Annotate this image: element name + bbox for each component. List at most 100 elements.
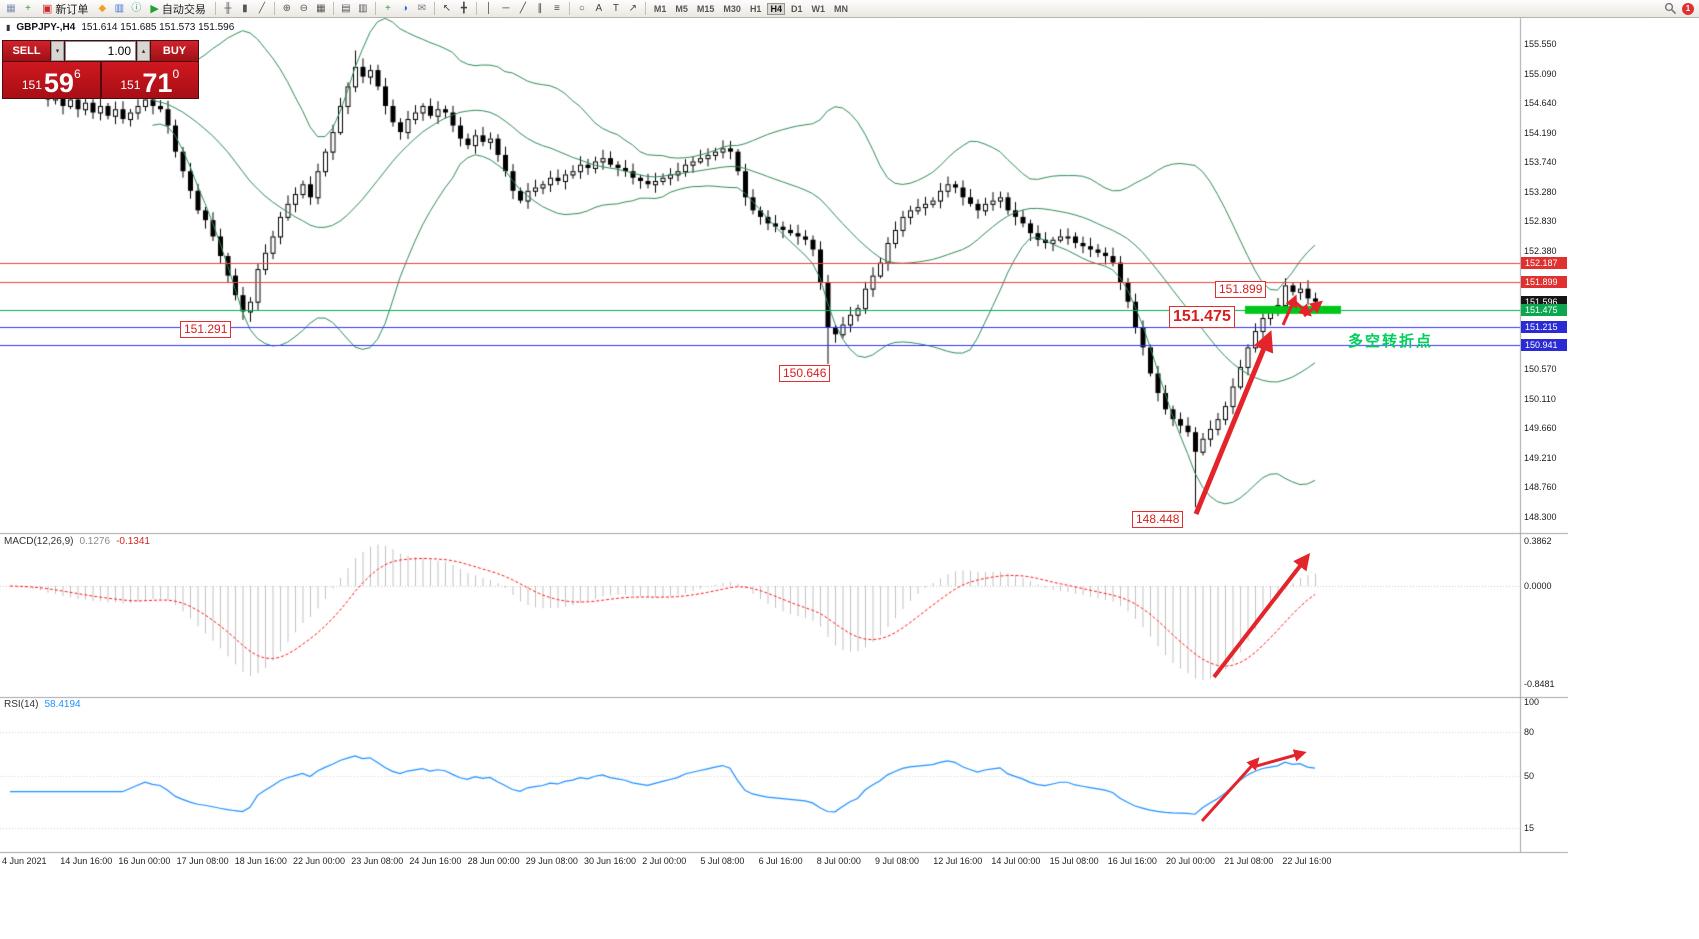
- time-axis-label: 4 Jun 2021: [2, 856, 47, 866]
- price-annotation-label[interactable]: 151.475: [1169, 306, 1235, 328]
- price-scale-tick: 154.190: [1524, 127, 1557, 138]
- timeframe-m1[interactable]: M1: [653, 3, 667, 14]
- sell-button[interactable]: SELL: [3, 41, 50, 61]
- chart-symbol-label: GBPJPY-,H4: [16, 22, 76, 33]
- autotrading-button[interactable]: ▶ 自动交易: [145, 1, 210, 16]
- time-axis-label: 18 Jun 16:00: [234, 856, 287, 866]
- timeframe-mn[interactable]: MN: [833, 3, 848, 14]
- buy-button[interactable]: BUY: [151, 41, 198, 61]
- price-scale-tick: 150.110: [1524, 393, 1556, 404]
- text-icon[interactable]: A: [595, 3, 603, 14]
- arrange-desc-icon[interactable]: ▤: [341, 3, 351, 14]
- trade-panel-controls: SELL ▾ ▴ BUY: [3, 41, 198, 61]
- notification-badge[interactable]: 1: [1682, 2, 1694, 15]
- price-annotation-label[interactable]: 151.291: [180, 321, 232, 338]
- turning-point-note[interactable]: 多空转折点: [1348, 333, 1434, 350]
- macd-label: MACD(12,26,9) 0.1276 -0.1341: [4, 536, 150, 547]
- fibonacci-icon[interactable]: ≡: [553, 3, 560, 14]
- timeframe-m5[interactable]: M5: [675, 3, 688, 14]
- zoom-out-icon[interactable]: ⊖: [299, 3, 309, 14]
- volume-input[interactable]: [65, 41, 136, 61]
- arrows-tool-icon[interactable]: ↗: [628, 3, 638, 14]
- timeframe-w1[interactable]: W1: [811, 3, 825, 14]
- trendline-icon[interactable]: ╱: [519, 3, 526, 14]
- toolbar-separator: [374, 2, 376, 15]
- zoom-in-icon[interactable]: ⊕: [282, 3, 292, 14]
- rsi-value: 58.4194: [44, 699, 81, 710]
- time-axis-label: 17 Jun 08:00: [176, 856, 229, 866]
- bar-chart-icon[interactable]: ╫: [224, 3, 232, 14]
- channel-icon[interactable]: ∥: [537, 3, 543, 14]
- timeframe-d1[interactable]: D1: [790, 3, 803, 14]
- market-watch-icon[interactable]: ▥: [114, 3, 125, 14]
- timeframe-m15[interactable]: M15: [696, 3, 715, 14]
- price-annotation-label[interactable]: 148.448: [1132, 511, 1184, 528]
- bid-prefix: 151: [21, 78, 42, 92]
- mql5-icon[interactable]: ◆: [98, 3, 107, 14]
- ask-prefix: 151: [120, 78, 141, 92]
- new-order-button-icon: ▣: [42, 3, 53, 15]
- period-icon[interactable]: ◑: [401, 3, 408, 14]
- timeframe-m30[interactable]: M30: [723, 3, 741, 14]
- mail-icon[interactable]: ✉: [417, 3, 427, 14]
- horizontal-line-icon[interactable]: ─: [502, 3, 510, 14]
- ask-main: 71: [142, 67, 173, 98]
- time-axis-label: 5 Jul 08:00: [700, 856, 745, 866]
- macd-value: 0.1276: [79, 536, 111, 547]
- new-chart-icon[interactable]: +: [25, 3, 31, 14]
- vertical-line-icon[interactable]: │: [485, 3, 492, 14]
- time-axis-label: 14 Jun 16:00: [60, 856, 113, 866]
- price-scale-tick: 155.090: [1524, 69, 1557, 79]
- cursor-icon[interactable]: ↖: [442, 3, 452, 14]
- volume-increase-button[interactable]: ▴: [137, 41, 150, 61]
- search-icon[interactable]: [1664, 2, 1677, 15]
- line-chart-icon[interactable]: ╱: [258, 3, 265, 14]
- volume-decrease-button[interactable]: ▾: [51, 41, 64, 61]
- crosshair-icon[interactable]: ╋: [460, 3, 467, 14]
- price-scale-tick: 149.660: [1524, 423, 1557, 434]
- time-axis-label: 2 Jul 00:00: [642, 856, 687, 866]
- price-scale-tick: 148.300: [1524, 512, 1557, 522]
- add-indicator-icon[interactable]: +: [384, 3, 391, 14]
- toolbar-separator: [332, 2, 334, 15]
- arrange-asc-icon[interactable]: ▥: [358, 3, 368, 14]
- price-scale-tick: 152.380: [1524, 245, 1557, 256]
- text-label-icon[interactable]: T: [612, 3, 619, 14]
- autotrading-button-label: 自动交易: [161, 3, 206, 16]
- price-badge: 151.899: [1521, 276, 1567, 289]
- data-window-icon[interactable]: ⓘ: [131, 3, 142, 14]
- chart-window-icon[interactable]: ▦: [6, 3, 16, 14]
- candlestick-chart-icon[interactable]: ▮: [242, 3, 248, 14]
- rsi-scale-tick: 100: [1524, 697, 1540, 707]
- price-scale-tick: 153.740: [1524, 157, 1557, 168]
- timeframe-h4[interactable]: H4: [767, 2, 785, 15]
- tile-windows-icon[interactable]: ▦: [316, 3, 326, 14]
- price-scale-tick: 150.570: [1524, 363, 1557, 374]
- macd-scale-tick: 0.3862: [1524, 536, 1552, 546]
- price-annotation-label[interactable]: 150.646: [779, 365, 831, 382]
- time-axis-label: 22 Jun 00:00: [293, 856, 346, 866]
- price-annotation-label[interactable]: 151.899: [1215, 281, 1267, 298]
- time-axis-label: 8 Jul 00:00: [816, 856, 861, 866]
- chart-symbol-icon: ▮: [6, 23, 11, 32]
- time-axis-label: 23 Jun 08:00: [351, 856, 404, 866]
- price-badge: 151.215: [1521, 320, 1567, 333]
- time-axis-label: 12 Jul 16:00: [933, 856, 983, 866]
- timeframe-h1[interactable]: H1: [749, 3, 762, 14]
- price-badge: 152.187: [1521, 257, 1567, 270]
- toolbar-separator: [644, 2, 646, 15]
- chart-ohlc-values: 151.614 151.685 151.573 151.596: [81, 22, 235, 33]
- ask-price[interactable]: 151 71 0: [101, 62, 198, 98]
- new-order-button[interactable]: ▣ 新订单: [37, 1, 93, 16]
- rsi-scale-tick: 50: [1524, 771, 1535, 781]
- toolbar-right: 1: [1664, 2, 1696, 15]
- time-axis-label: 20 Jul 00:00: [1166, 856, 1216, 866]
- bid-price[interactable]: 151 59 6: [3, 62, 100, 98]
- price-scale-tick: 152.830: [1524, 216, 1557, 227]
- shapes-icon[interactable]: ○: [578, 3, 585, 14]
- rsi-name: RSI(14): [4, 699, 39, 710]
- bid-sup: 6: [73, 67, 81, 81]
- autotrading-button-icon: ▶: [150, 3, 159, 15]
